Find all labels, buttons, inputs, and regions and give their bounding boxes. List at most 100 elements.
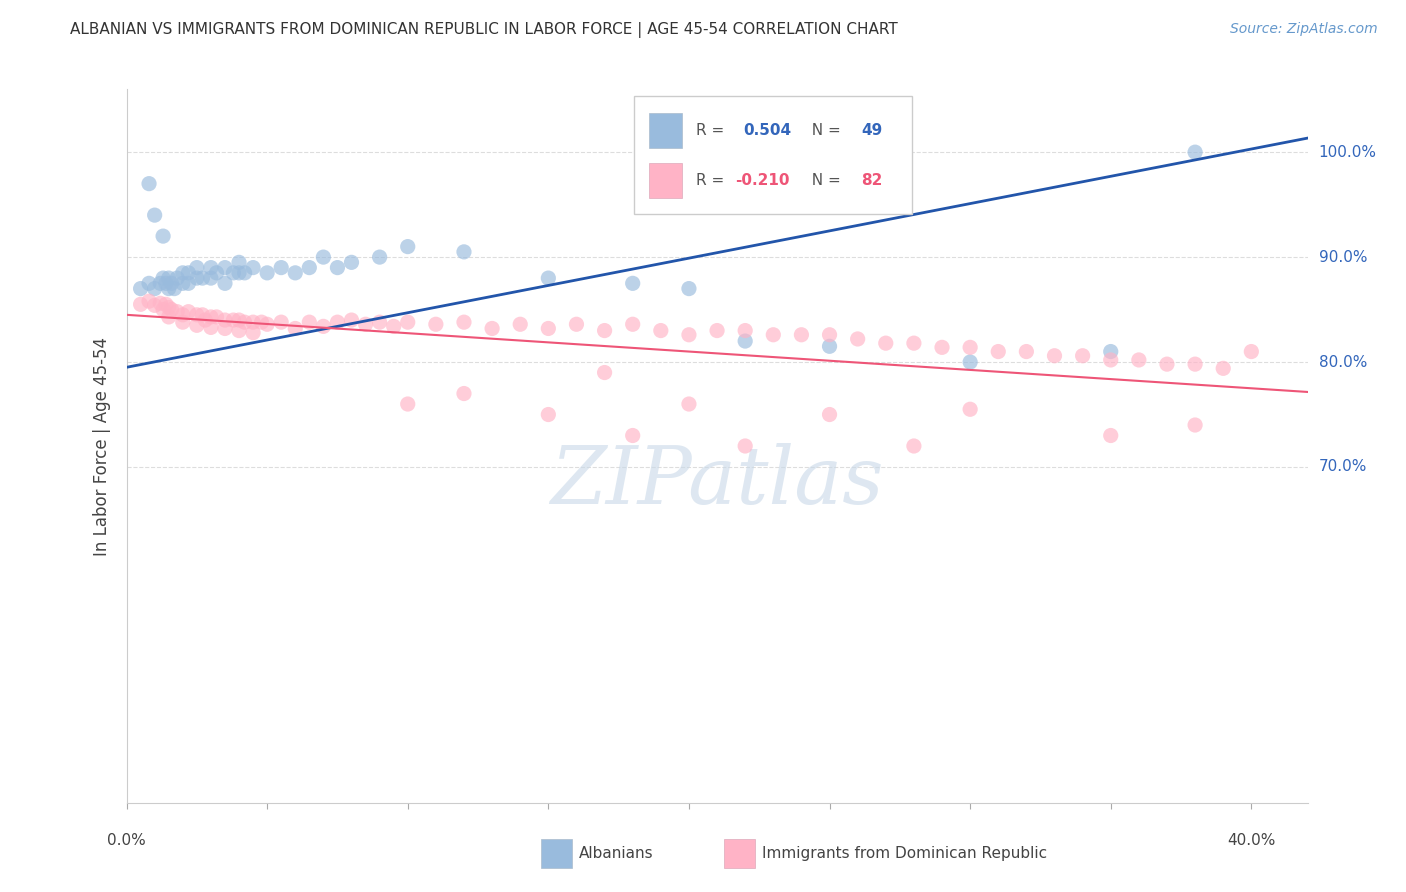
Point — [537, 408, 560, 422]
Point — [818, 327, 841, 342]
Point — [172, 308, 194, 322]
Text: Source: ZipAtlas.com: Source: ZipAtlas.com — [1230, 22, 1378, 37]
Point — [326, 260, 349, 275]
Point — [149, 296, 172, 310]
Text: -0.210: -0.210 — [735, 173, 789, 188]
Point — [298, 315, 321, 329]
Point — [163, 282, 186, 296]
Point — [160, 302, 183, 317]
Point — [650, 324, 672, 338]
Point — [537, 321, 560, 335]
Text: 0.504: 0.504 — [742, 123, 792, 138]
Point — [157, 310, 180, 324]
Point — [242, 260, 264, 275]
Point — [228, 266, 250, 280]
Point — [233, 266, 256, 280]
Point — [186, 318, 208, 333]
Point — [453, 386, 475, 401]
Point — [270, 315, 292, 329]
Point — [481, 321, 503, 335]
Point — [242, 326, 264, 340]
Point — [593, 366, 616, 380]
Point — [160, 277, 183, 291]
Text: N =: N = — [801, 173, 846, 188]
Point — [1071, 349, 1094, 363]
Point — [678, 282, 700, 296]
Point — [959, 355, 981, 369]
Point — [214, 321, 236, 335]
Text: ALBANIAN VS IMMIGRANTS FROM DOMINICAN REPUBLIC IN LABOR FORCE | AGE 45-54 CORREL: ALBANIAN VS IMMIGRANTS FROM DOMINICAN RE… — [70, 22, 898, 38]
Point — [214, 277, 236, 291]
Point — [1043, 349, 1066, 363]
Point — [875, 336, 897, 351]
Text: 82: 82 — [860, 173, 883, 188]
Point — [1212, 361, 1234, 376]
Point — [157, 271, 180, 285]
Point — [172, 266, 194, 280]
Point — [177, 304, 200, 318]
Point — [138, 277, 160, 291]
Point — [228, 255, 250, 269]
Point — [453, 244, 475, 259]
Y-axis label: In Labor Force | Age 45-54: In Labor Force | Age 45-54 — [93, 336, 111, 556]
Point — [143, 208, 166, 222]
Point — [149, 277, 172, 291]
Point — [565, 318, 588, 332]
Point — [1099, 353, 1122, 368]
Point — [228, 313, 250, 327]
Text: Albanians: Albanians — [579, 847, 654, 861]
Point — [1184, 145, 1206, 160]
Point — [959, 402, 981, 417]
Point — [762, 327, 785, 342]
Point — [152, 229, 174, 244]
Point — [931, 340, 953, 354]
Point — [1240, 344, 1263, 359]
Text: Immigrants from Dominican Republic: Immigrants from Dominican Republic — [762, 847, 1047, 861]
Point — [368, 250, 391, 264]
Point — [250, 315, 273, 329]
Point — [621, 277, 644, 291]
Point — [706, 324, 728, 338]
Point — [157, 282, 180, 296]
Point — [155, 297, 177, 311]
Point — [790, 327, 813, 342]
Point — [186, 308, 208, 322]
Point — [152, 271, 174, 285]
Text: 0.0%: 0.0% — [107, 833, 146, 848]
Point — [959, 340, 981, 354]
Point — [425, 318, 447, 332]
Point — [326, 315, 349, 329]
Point — [129, 282, 152, 296]
Point — [1156, 357, 1178, 371]
Point — [186, 271, 208, 285]
Text: 40.0%: 40.0% — [1227, 833, 1275, 848]
Point — [256, 318, 278, 332]
Point — [214, 260, 236, 275]
Point — [177, 266, 200, 280]
Point — [621, 318, 644, 332]
Point — [340, 255, 363, 269]
Point — [734, 439, 756, 453]
Point — [157, 301, 180, 315]
Point — [509, 318, 531, 332]
Point — [166, 304, 188, 318]
Text: R =: R = — [696, 173, 728, 188]
Point — [242, 315, 264, 329]
Point — [143, 298, 166, 312]
Point — [396, 315, 419, 329]
Point — [205, 266, 228, 280]
Point — [228, 324, 250, 338]
Point — [214, 313, 236, 327]
Point — [818, 339, 841, 353]
Point — [298, 260, 321, 275]
Point — [284, 266, 307, 280]
Point — [678, 327, 700, 342]
Text: R =: R = — [696, 123, 728, 138]
Point — [396, 239, 419, 253]
Text: 70.0%: 70.0% — [1319, 459, 1367, 475]
Point — [1015, 344, 1038, 359]
Point — [166, 271, 188, 285]
FancyBboxPatch shape — [634, 96, 912, 214]
Point — [903, 336, 925, 351]
Point — [172, 315, 194, 329]
